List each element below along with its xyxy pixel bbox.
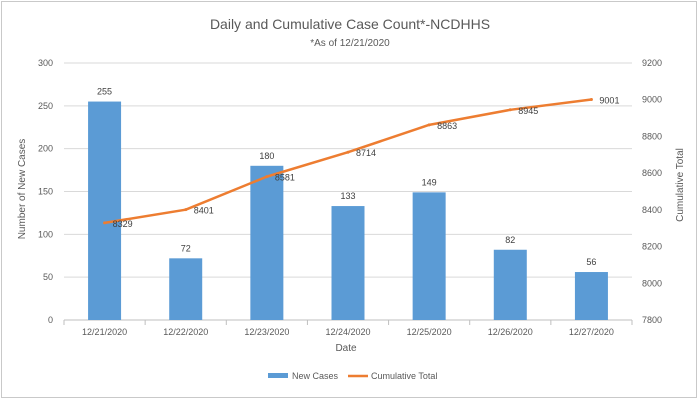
y2-tick-label: 9000 <box>642 95 662 105</box>
chart-title: Daily and Cumulative Case Count*-NCDHHS <box>210 16 490 32</box>
bar <box>331 206 365 320</box>
line-point <box>427 123 431 127</box>
y2-tick-label: 8800 <box>642 131 662 141</box>
legend-label-new-cases: New Cases <box>292 371 339 381</box>
bar-value-label: 82 <box>505 235 515 245</box>
data-labels: 255 72 180 133 149 82 56 8329 8401 8581 8714 8863 89… <box>97 87 619 267</box>
x-tick-label: 12/23/2020 <box>244 327 289 337</box>
line-series-cumulative-total <box>103 98 593 225</box>
y-tick-label: 150 <box>38 187 53 197</box>
line-value-label: 8714 <box>356 148 376 158</box>
bar <box>169 258 203 320</box>
legend: New Cases Cumulative Total <box>268 371 437 381</box>
y2-tick-label: 8200 <box>642 242 662 252</box>
bar-value-label: 255 <box>97 87 112 97</box>
bar <box>574 272 608 320</box>
line-value-label: 8329 <box>113 219 133 229</box>
bar <box>493 249 527 320</box>
line-point <box>508 108 512 112</box>
y2-axis-label: Cumulative Total <box>675 148 686 222</box>
y2-tick-label: 7800 <box>642 315 662 325</box>
line-point <box>265 175 269 179</box>
line-value-label: 8401 <box>194 206 214 216</box>
chart-subtitle: *As of 12/21/2020 <box>310 38 390 49</box>
bar-series-new-cases <box>88 101 608 320</box>
x-tick-label: 12/22/2020 <box>163 327 208 337</box>
x-tick-label: 12/24/2020 <box>325 327 370 337</box>
bar-value-label: 149 <box>422 177 437 187</box>
y-tick-label: 200 <box>38 144 53 154</box>
line-value-label: 8945 <box>518 106 538 116</box>
x-tick-label: 12/27/2020 <box>569 327 614 337</box>
line-point <box>103 221 107 225</box>
y2-tick-label: 8000 <box>642 278 662 288</box>
legend-swatch-new-cases <box>268 373 288 378</box>
y-tick-label: 50 <box>43 272 53 282</box>
bar <box>412 192 446 320</box>
y-tick-label: 100 <box>38 229 53 239</box>
bar <box>88 101 122 320</box>
y2-tick-label: 8400 <box>642 205 662 215</box>
combo-chart: Daily and Cumulative Case Count*-NCDHHS … <box>17 16 686 381</box>
line-value-label: 9001 <box>599 96 619 106</box>
bar-value-label: 56 <box>586 257 596 267</box>
x-axis-label: Date <box>335 343 357 354</box>
y2-tick-label: 9200 <box>642 58 662 68</box>
y-tick-label: 250 <box>38 101 53 111</box>
line-value-label: 8581 <box>275 173 295 183</box>
cumulative-line <box>104 98 592 225</box>
line-point <box>589 98 593 102</box>
x-tick-label: 12/21/2020 <box>82 327 127 337</box>
line-point <box>346 150 350 154</box>
x-tick-label: 12/26/2020 <box>488 327 533 337</box>
y-tick-label: 0 <box>48 315 53 325</box>
chart-frame: Daily and Cumulative Case Count*-NCDHHS … <box>1 1 697 398</box>
y-tick-label: 300 <box>38 58 53 68</box>
line-value-label: 8863 <box>437 121 457 131</box>
bar <box>250 165 284 320</box>
bar-value-label: 72 <box>181 243 191 253</box>
y-axis-right-ticks: 7800 8000 8200 8400 8600 8800 9000 9200 <box>642 58 662 325</box>
line-point <box>184 208 188 212</box>
bar-value-label: 180 <box>259 151 274 161</box>
y-axis-left-ticks: 0 50 100 150 200 250 300 <box>38 58 53 325</box>
x-axis-ticks: 12/21/2020 12/22/2020 12/23/2020 12/24/2020… <box>63 320 633 337</box>
legend-label-cumulative-total: Cumulative Total <box>371 371 437 381</box>
x-tick-label: 12/25/2020 <box>407 327 452 337</box>
y-axis-label: Number of New Cases <box>17 139 28 240</box>
bar-value-label: 133 <box>340 191 355 201</box>
y2-tick-label: 8600 <box>642 168 662 178</box>
